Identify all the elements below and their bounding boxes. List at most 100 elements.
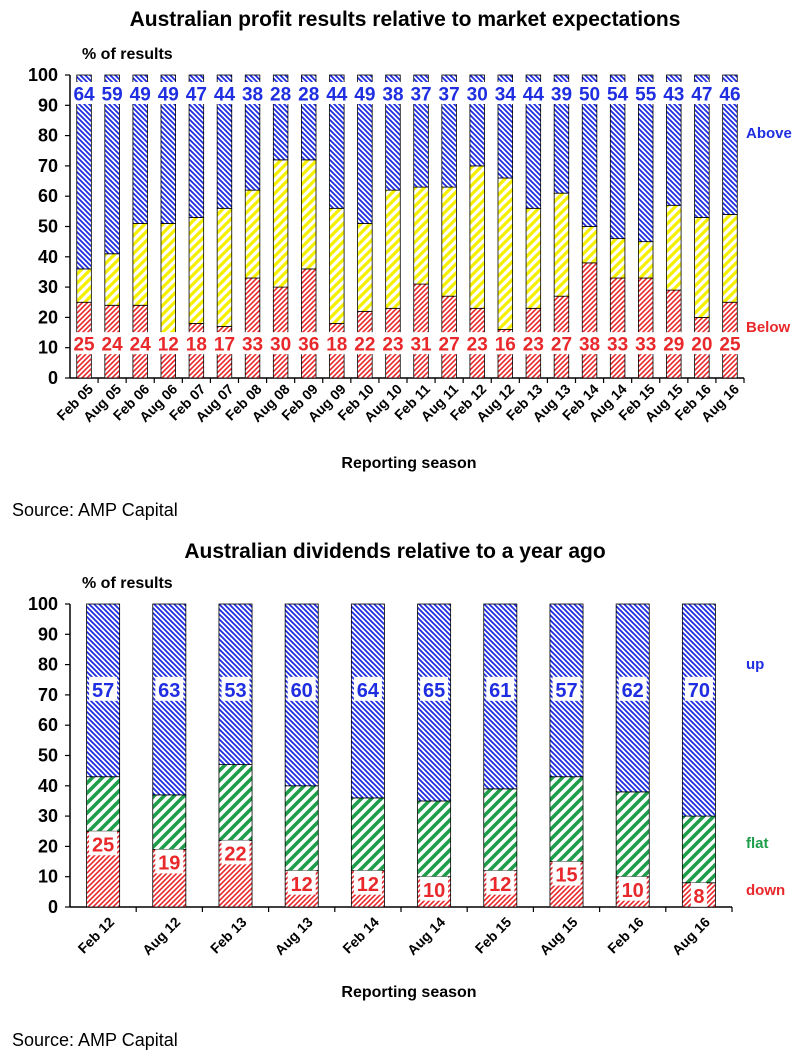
chart1-bar-middle-segment bbox=[638, 241, 654, 279]
chart2-bar-flat-segment bbox=[152, 794, 187, 850]
chart2-plot: 0 10 20 30 40 50 60 70 80 90 100 25 57 Feb 12 19 63 Aug … bbox=[28, 594, 733, 958]
chart1-data-label: 54 bbox=[607, 84, 629, 105]
chart2-data-label: 10 bbox=[622, 880, 644, 902]
chart1-data-label: 59 bbox=[102, 84, 123, 105]
chart2-legend-flat: flat bbox=[746, 835, 769, 852]
chart2-data-label: 65 bbox=[423, 680, 445, 702]
chart1-data-label: 24 bbox=[130, 335, 152, 356]
chart1-bar-above-segment bbox=[160, 74, 176, 224]
chart1-data-label: 23 bbox=[523, 335, 544, 356]
chart1-data-label: 29 bbox=[663, 335, 684, 356]
chart2-title: Australian dividends relative to a year … bbox=[184, 540, 605, 563]
chart1-data-label-bg bbox=[155, 332, 182, 355]
chart1-data-label-bg bbox=[99, 82, 126, 104]
chart1-bar-middle-segment bbox=[413, 186, 429, 285]
chart2-y-tick-label: 80 bbox=[38, 655, 58, 675]
chart2-data-label: 25 bbox=[92, 834, 114, 856]
chart2-bar-up-segment bbox=[350, 603, 385, 799]
chart2-data-label-bg bbox=[618, 876, 647, 901]
chart2-x-axis-title: Reporting season bbox=[341, 984, 476, 1001]
chart1-data-label-bg bbox=[492, 332, 519, 355]
chart1-data-label: 18 bbox=[186, 335, 207, 356]
chart1-data-label-bg bbox=[211, 332, 238, 355]
chart2-bar-flat-segment bbox=[86, 776, 121, 832]
chart2-x-tick-label: Feb 13 bbox=[207, 914, 250, 957]
chart1-y-tick-label: 70 bbox=[38, 156, 58, 176]
chart1-data-label: 23 bbox=[467, 335, 488, 356]
chart2-data-label-bg bbox=[420, 676, 449, 701]
chart2-x-tick-label: Aug 16 bbox=[669, 914, 713, 958]
chart2-data-label-bg bbox=[486, 676, 515, 701]
chart1-data-label: 28 bbox=[298, 84, 319, 105]
chart1-bar-middle-segment bbox=[132, 223, 148, 306]
chart2-bar-flat-segment bbox=[350, 797, 385, 872]
chart1-data-label-bg bbox=[576, 332, 603, 355]
chart1-data-label-bg bbox=[183, 82, 210, 104]
chart1-data-label-bg bbox=[379, 82, 406, 104]
chart2-data-label-bg bbox=[89, 676, 118, 701]
chart1-data-label: 49 bbox=[158, 84, 179, 105]
chart1-data-label-bg bbox=[576, 82, 603, 104]
chart2-data-label: 61 bbox=[489, 680, 511, 702]
chart2-data-label: 64 bbox=[357, 680, 380, 702]
chart1-bar-above-segment bbox=[357, 74, 373, 224]
chart1-y-tick-label: 80 bbox=[38, 126, 58, 146]
chart1-data-label: 12 bbox=[158, 335, 179, 356]
chart2-data-label-bg bbox=[155, 676, 184, 701]
chart1-data-label: 39 bbox=[551, 84, 572, 105]
chart1-data-label-bg bbox=[323, 82, 350, 104]
chart1-source: Source: AMP Capital bbox=[12, 500, 178, 520]
chart1-data-label: 33 bbox=[635, 335, 656, 356]
chart1-bar-below-segment bbox=[638, 277, 654, 379]
chart1-data-label-bg bbox=[716, 82, 743, 104]
chart1-data-label-bg bbox=[155, 82, 182, 104]
chart1-bar-above-segment bbox=[581, 74, 598, 227]
chart2-data-label-bg bbox=[287, 676, 316, 701]
chart1-data-label: 17 bbox=[214, 335, 235, 356]
chart1-data-label: 38 bbox=[382, 84, 403, 105]
chart1-data-label-bg bbox=[688, 332, 715, 355]
chart2-x-tick-label: Aug 14 bbox=[404, 914, 448, 958]
chart1-data-label: 49 bbox=[130, 84, 151, 105]
chart1-data-label: 44 bbox=[214, 84, 236, 105]
chart1-data-label-bg bbox=[183, 332, 210, 355]
chart2-bar-flat-segment bbox=[681, 815, 716, 884]
chart1-data-label-bg bbox=[71, 332, 98, 355]
chart1-bar-middle-segment bbox=[301, 159, 317, 270]
chart1-data-label: 31 bbox=[410, 335, 432, 356]
chart1-data-label-bg bbox=[520, 332, 547, 355]
chart1-data-label-bg bbox=[464, 82, 491, 104]
chart1-data-label-bg bbox=[295, 82, 322, 104]
chart1-data-label-bg bbox=[127, 332, 154, 355]
chart1-data-label: 47 bbox=[691, 84, 712, 105]
chart1-data-label: 30 bbox=[467, 84, 488, 105]
chart1-data-label-bg bbox=[688, 82, 715, 104]
chart2-data-label: 15 bbox=[555, 865, 577, 887]
chart2-bar-flat-segment bbox=[483, 788, 518, 872]
chart1-bar-above-segment bbox=[638, 74, 654, 243]
chart2-legend-up: up bbox=[746, 656, 764, 673]
chart1-data-label-bg bbox=[436, 332, 463, 355]
chart1-y-tick-label: 40 bbox=[38, 247, 58, 267]
chart1-bar-above-segment bbox=[694, 74, 710, 218]
chart1-legend-above: Above bbox=[746, 125, 792, 142]
chart1-title: Australian profit results relative to ma… bbox=[130, 8, 681, 31]
chart2-x-tick-label: Aug 13 bbox=[271, 914, 315, 958]
chart2-data-label-bg bbox=[684, 676, 713, 701]
chart2-data-label-bg bbox=[287, 870, 316, 895]
chart1-data-label-bg bbox=[267, 332, 294, 355]
chart1-bar-middle-segment bbox=[188, 217, 205, 324]
chart1-bar-middle-segment bbox=[553, 192, 570, 297]
chart1-data-label-bg bbox=[239, 82, 266, 104]
chart1-data-label-bg bbox=[71, 82, 98, 104]
chart1-bar-above-segment bbox=[104, 74, 120, 255]
chart2-x-tick-label: Feb 14 bbox=[339, 914, 382, 957]
chart1-unit-label: % of results bbox=[82, 46, 173, 63]
chart1-data-label-bg bbox=[632, 332, 659, 355]
chart1-bar-above-segment bbox=[329, 74, 345, 209]
chart2-bar-flat-segment bbox=[218, 764, 253, 841]
chart1-x-axis-title: Reporting season bbox=[341, 455, 476, 472]
chart1-data-label: 49 bbox=[354, 84, 375, 105]
chart2-data-label: 19 bbox=[158, 853, 180, 875]
